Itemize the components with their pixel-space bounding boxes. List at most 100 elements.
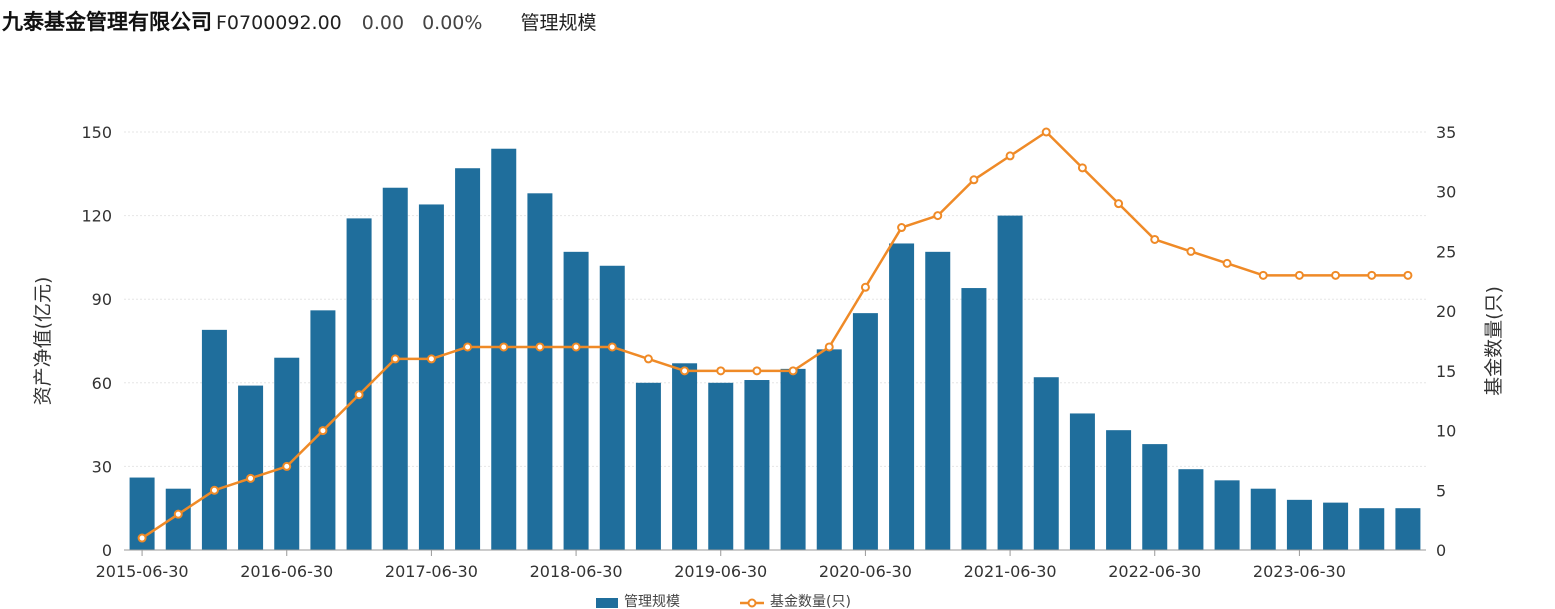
- y-left-tick-label: 120: [81, 207, 112, 226]
- x-tick-label: 2018-06-30: [530, 562, 623, 581]
- line-point[interactable]: [137, 533, 147, 543]
- line-point[interactable]: [716, 366, 726, 376]
- line-point[interactable]: [1041, 127, 1051, 137]
- x-tick-label: 2016-06-30: [240, 562, 333, 581]
- bar[interactable]: [418, 204, 444, 550]
- bar[interactable]: [274, 357, 300, 550]
- line-point[interactable]: [209, 485, 219, 495]
- bar[interactable]: [852, 313, 878, 550]
- bar[interactable]: [563, 251, 589, 550]
- line-point[interactable]: [499, 342, 509, 352]
- line-point[interactable]: [1077, 163, 1087, 173]
- bar[interactable]: [708, 382, 734, 550]
- line-point[interactable]: [1367, 270, 1377, 280]
- y-right-tick-label: 30: [1436, 183, 1456, 202]
- line-point[interactable]: [1222, 258, 1232, 268]
- bar[interactable]: [1178, 469, 1204, 550]
- line-point[interactable]: [1150, 234, 1160, 244]
- bar[interactable]: [816, 349, 842, 550]
- y-left-tick-label: 30: [92, 457, 112, 476]
- line-point[interactable]: [426, 354, 436, 364]
- legend-line-marker: [747, 598, 757, 608]
- x-tick-label: 2015-06-30: [96, 562, 189, 581]
- line-point[interactable]: [246, 473, 256, 483]
- y-axis-right-title: 基金数量(只): [1483, 286, 1505, 396]
- line-point[interactable]: [1186, 246, 1196, 256]
- bar[interactable]: [1069, 413, 1095, 550]
- line-point[interactable]: [535, 342, 545, 352]
- line-series: [137, 127, 1413, 543]
- x-tick-label: 2019-06-30: [674, 562, 767, 581]
- line-point[interactable]: [354, 390, 364, 400]
- bar[interactable]: [1033, 377, 1059, 550]
- bar[interactable]: [527, 193, 553, 550]
- bar[interactable]: [1395, 508, 1421, 550]
- line-point[interactable]: [607, 342, 617, 352]
- y-right-tick-label: 10: [1436, 422, 1456, 441]
- line-point[interactable]: [969, 175, 979, 185]
- bar[interactable]: [455, 168, 481, 550]
- line-point[interactable]: [824, 342, 834, 352]
- bar[interactable]: [997, 215, 1023, 550]
- bar-series: [129, 148, 1421, 551]
- bar[interactable]: [925, 251, 951, 550]
- line-point[interactable]: [752, 366, 762, 376]
- y-right-tick-label: 35: [1436, 123, 1456, 142]
- y-left-tick-label: 0: [102, 541, 112, 560]
- line-point[interactable]: [643, 354, 653, 364]
- bar[interactable]: [961, 288, 987, 550]
- bar[interactable]: [672, 363, 698, 550]
- bar[interactable]: [599, 265, 625, 550]
- fund-code: F0700092.00: [216, 12, 342, 34]
- bar[interactable]: [1323, 502, 1349, 550]
- legend-bar-swatch: [596, 598, 618, 608]
- line-point[interactable]: [318, 426, 328, 436]
- line-point[interactable]: [1294, 270, 1304, 280]
- bar[interactable]: [1250, 488, 1276, 550]
- line-path: [141, 130, 1408, 540]
- line-point[interactable]: [680, 366, 690, 376]
- y-right-tick-label: 0: [1436, 541, 1446, 560]
- bar[interactable]: [1214, 480, 1240, 550]
- bar[interactable]: [1286, 499, 1312, 550]
- line-point[interactable]: [571, 342, 581, 352]
- x-tick-label: 2017-06-30: [385, 562, 478, 581]
- bar[interactable]: [889, 243, 915, 550]
- tab-management-scale[interactable]: 管理规模: [520, 12, 597, 34]
- bar[interactable]: [238, 385, 264, 550]
- y-left-tick-label: 60: [92, 374, 112, 393]
- bar[interactable]: [780, 368, 806, 550]
- bar[interactable]: [1359, 508, 1385, 550]
- y-right-tick-label: 25: [1436, 242, 1456, 261]
- line-point[interactable]: [788, 366, 798, 376]
- y-axis-right-ticks: 0 5 10 15 20 25 30 35: [1436, 123, 1456, 560]
- line-point[interactable]: [897, 223, 907, 233]
- bar[interactable]: [744, 380, 770, 550]
- y-right-tick-label: 20: [1436, 302, 1456, 321]
- y-left-tick-label: 90: [92, 290, 112, 309]
- price-value: 0.00: [361, 12, 405, 34]
- line-point[interactable]: [1258, 270, 1268, 280]
- line-point[interactable]: [282, 461, 292, 471]
- bar[interactable]: [1106, 430, 1132, 550]
- line-point[interactable]: [463, 342, 473, 352]
- line-point[interactable]: [173, 509, 183, 519]
- line-point[interactable]: [1005, 151, 1015, 161]
- line-point[interactable]: [860, 282, 870, 292]
- line-point[interactable]: [933, 211, 943, 221]
- bar[interactable]: [346, 218, 372, 551]
- x-tick-label: 2022-06-30: [1108, 562, 1201, 581]
- y-right-tick-label: 15: [1436, 362, 1456, 381]
- line-point[interactable]: [1114, 199, 1124, 209]
- bar[interactable]: [635, 382, 661, 550]
- bar[interactable]: [1142, 444, 1168, 550]
- grid-lines: [124, 131, 1426, 467]
- legend[interactable]: 管理规模 基金数量(只): [596, 593, 851, 609]
- line-point[interactable]: [1331, 270, 1341, 280]
- x-tick-label: 2020-06-30: [819, 562, 912, 581]
- line-point[interactable]: [1403, 270, 1413, 280]
- x-axis-ticks: 2015-06-30 2016-06-30 2017-06-30 2018-06-30…: [96, 550, 1346, 581]
- bar[interactable]: [201, 329, 227, 550]
- line-point[interactable]: [390, 354, 400, 364]
